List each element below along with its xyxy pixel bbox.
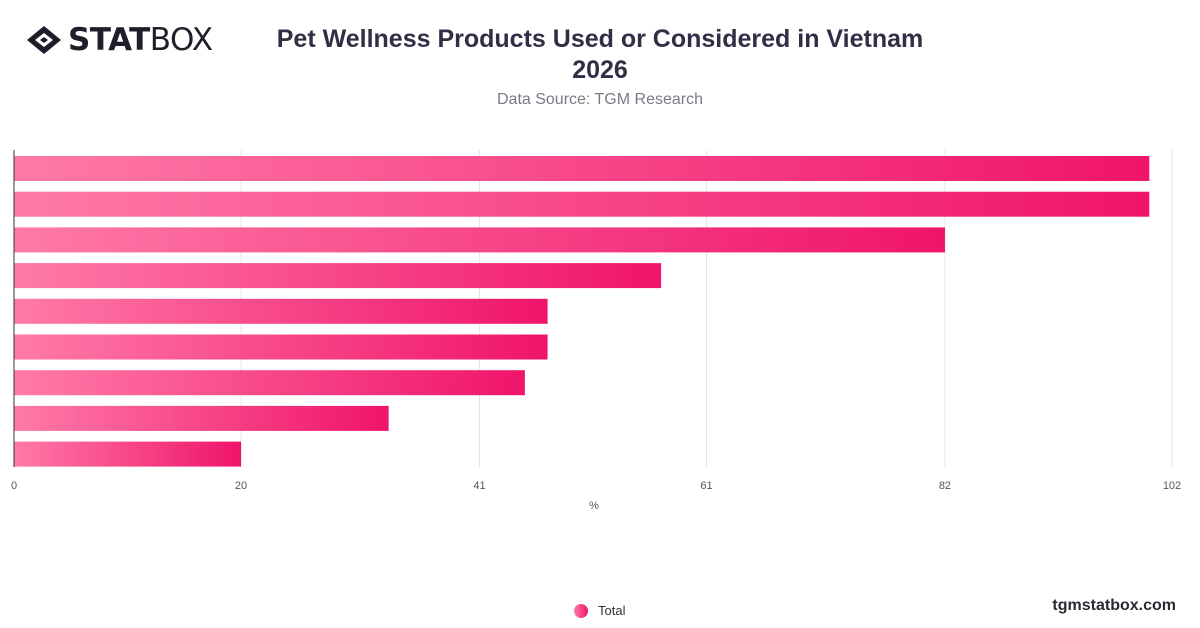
- bar-chart: 0 20 41 61 82 102 %: [11, 150, 1181, 512]
- bar[interactable]: [14, 370, 525, 396]
- x-tick-label: 41: [473, 480, 485, 492]
- chart-title-line1: Pet Wellness Products Used or Considered…: [276, 25, 924, 53]
- legend[interactable]: Total: [574, 603, 625, 618]
- statbox-logo: STATBOX: [26, 22, 213, 58]
- bars: [14, 156, 1150, 467]
- x-axis-label: %: [589, 500, 599, 512]
- data-source: Data Source: TGM Research: [496, 91, 703, 108]
- logo-bold-text: STAT: [68, 21, 150, 58]
- bar[interactable]: [14, 405, 389, 431]
- site-url: tgmstatbox.com: [1052, 597, 1176, 614]
- bar[interactable]: [14, 191, 1150, 217]
- x-tick-label: 102: [1163, 480, 1181, 492]
- logo-light-text: BOX: [149, 21, 213, 58]
- bar[interactable]: [14, 263, 662, 289]
- legend-label: Total: [598, 603, 626, 618]
- bar[interactable]: [14, 298, 548, 324]
- legend-marker: [574, 603, 588, 618]
- x-axis-ticks: 0 20 41 61 82 102: [11, 480, 1181, 492]
- chart-title-line2: 2026: [572, 56, 628, 84]
- diamond-logo-icon: [27, 26, 61, 54]
- chart-title: Pet Wellness Products Used or Considered…: [0, 24, 1200, 86]
- bar[interactable]: [14, 441, 242, 467]
- x-tick-label: 20: [235, 480, 247, 492]
- x-tick-label: 61: [700, 480, 712, 492]
- x-tick-label: 82: [939, 480, 951, 492]
- bar[interactable]: [14, 156, 1150, 181]
- logo-wordmark: STATBOX: [68, 21, 213, 58]
- x-tick-label: 0: [11, 480, 17, 492]
- bar[interactable]: [14, 334, 548, 360]
- bar[interactable]: [14, 227, 945, 253]
